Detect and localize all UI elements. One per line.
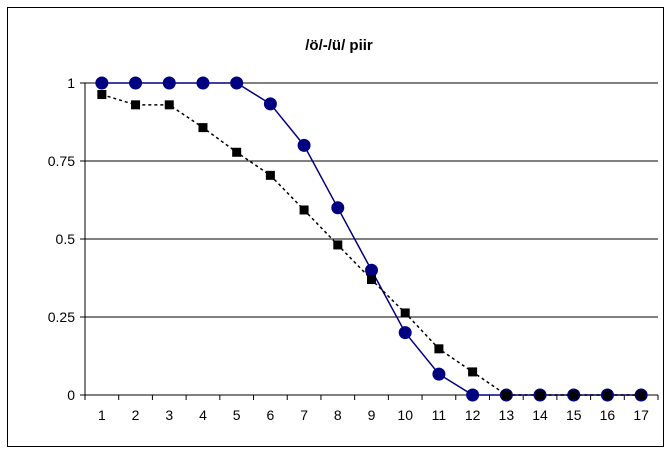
series-1-point — [432, 367, 446, 381]
series-2-point — [400, 308, 410, 318]
series-1-point — [297, 138, 311, 152]
y-tick-label: 0.75 — [48, 153, 75, 169]
series-2-point — [535, 390, 545, 400]
y-tick-label: 0.5 — [56, 231, 76, 247]
x-tick-label: 4 — [199, 407, 207, 423]
y-tick-label: 1 — [67, 75, 75, 91]
series-2-point — [367, 275, 376, 285]
series-1-point — [398, 326, 412, 340]
series-2-point — [501, 390, 511, 400]
x-tick-label: 17 — [633, 407, 649, 423]
x-tick-label: 5 — [233, 407, 241, 423]
series-1-point — [129, 76, 143, 90]
x-tick-label: 9 — [368, 407, 376, 423]
x-tick-label: 16 — [600, 407, 616, 423]
chart-title: /ö/-/ü/ piir — [305, 37, 373, 54]
x-tick-label: 12 — [465, 407, 481, 423]
series-2-point — [602, 390, 612, 400]
series — [95, 76, 648, 402]
series-2-point — [97, 90, 107, 100]
series-2-line — [101, 93, 642, 396]
x-tick-label: 14 — [532, 407, 548, 423]
x-tick-label: 2 — [132, 407, 140, 423]
series-1-point — [263, 97, 277, 111]
series-2 — [97, 90, 646, 400]
y-tick-labels: 0 0.25 0.5 0.75 1 — [48, 75, 75, 403]
x-tick-label: 10 — [397, 407, 413, 423]
chart-frame: /ö/-/ü/ piir 0 0.25 0.5 0.75 1 1 2 3 4 5 6 7 8 9 10 11… — [7, 7, 664, 447]
x-tick-labels: 1 2 3 4 5 6 7 8 9 10 11 12 13 14 15 16 17 — [98, 407, 649, 423]
series-2-point — [299, 205, 309, 215]
series-1-point — [331, 201, 345, 215]
series-2-point — [265, 170, 275, 180]
series-1-point — [466, 388, 480, 402]
series-1-point — [162, 76, 176, 90]
series-2-point — [333, 240, 343, 250]
axes — [80, 82, 659, 400]
x-tick-label: 7 — [300, 407, 308, 423]
series-2-point — [164, 100, 174, 110]
y-tick-label: 0 — [67, 387, 75, 403]
series-1-point — [95, 76, 109, 90]
series-2-point — [569, 390, 579, 400]
y-tick-label: 0.25 — [48, 309, 75, 325]
x-tick-label: 3 — [165, 407, 173, 423]
x-tick-label: 8 — [334, 407, 342, 423]
series-2-point — [232, 147, 242, 157]
series-2-point — [198, 123, 208, 133]
series-1-point — [230, 76, 244, 90]
line-chart: /ö/-/ü/ piir 00.250.50.751 1 2 3 4 5 6 7 8 9 10 11… — [48, 37, 659, 423]
x-tick-label: 1 — [98, 407, 106, 423]
series-2-point — [434, 344, 444, 354]
series-2-point — [131, 100, 141, 110]
series-2-point — [468, 367, 478, 377]
series-1-point — [196, 76, 210, 90]
x-tick-label: 13 — [499, 407, 515, 423]
series-2-point — [636, 390, 646, 400]
x-tick-label: 15 — [566, 407, 582, 423]
x-tick-label: 11 — [432, 407, 447, 423]
x-tick-label: 6 — [266, 407, 274, 423]
